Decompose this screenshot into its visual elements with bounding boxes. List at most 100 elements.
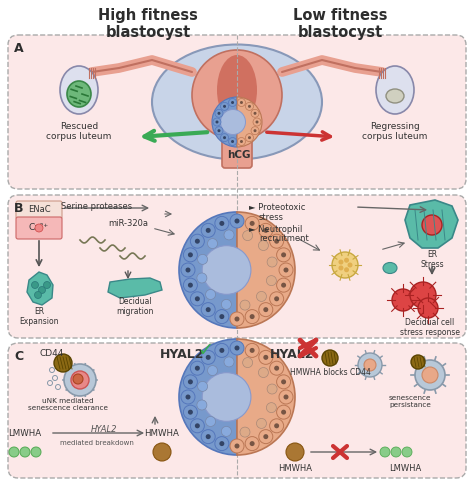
Circle shape	[270, 234, 283, 248]
Text: mediated breakdown: mediated breakdown	[60, 440, 134, 446]
Text: uNK mediated
senescence clearance: uNK mediated senescence clearance	[28, 398, 108, 411]
Text: High fitness
blastocyst: High fitness blastocyst	[98, 8, 198, 40]
Circle shape	[215, 216, 229, 230]
Circle shape	[221, 427, 231, 436]
Circle shape	[71, 371, 89, 389]
Circle shape	[235, 317, 239, 321]
Circle shape	[281, 282, 286, 288]
Wedge shape	[237, 212, 295, 328]
Circle shape	[188, 410, 193, 415]
Circle shape	[215, 109, 223, 117]
Circle shape	[266, 276, 276, 286]
Circle shape	[338, 266, 344, 270]
Text: HMWHA blocks CD44: HMWHA blocks CD44	[290, 368, 371, 377]
Circle shape	[183, 278, 197, 292]
Circle shape	[35, 224, 43, 232]
Circle shape	[250, 441, 255, 446]
Text: ► Neutrophil: ► Neutrophil	[249, 225, 302, 234]
Circle shape	[191, 292, 204, 306]
Circle shape	[281, 379, 286, 384]
FancyBboxPatch shape	[8, 195, 466, 338]
Circle shape	[216, 120, 219, 123]
Circle shape	[380, 447, 390, 457]
Circle shape	[281, 253, 286, 257]
Circle shape	[228, 137, 237, 146]
Circle shape	[235, 443, 239, 448]
Circle shape	[215, 127, 223, 134]
Circle shape	[220, 109, 246, 134]
Wedge shape	[237, 339, 295, 455]
Circle shape	[263, 355, 268, 360]
Circle shape	[267, 384, 277, 394]
Circle shape	[202, 246, 251, 295]
Circle shape	[263, 434, 268, 439]
Circle shape	[250, 348, 255, 353]
Circle shape	[251, 127, 259, 134]
Ellipse shape	[386, 89, 404, 103]
Circle shape	[185, 268, 191, 272]
Circle shape	[215, 309, 229, 323]
Text: hCG: hCG	[227, 150, 251, 160]
Text: HYAL2: HYAL2	[91, 426, 117, 434]
Circle shape	[231, 101, 234, 104]
Polygon shape	[27, 272, 53, 305]
Circle shape	[402, 447, 412, 457]
Circle shape	[221, 299, 231, 309]
Circle shape	[259, 223, 273, 237]
Text: ✓: ✓	[197, 340, 213, 360]
Circle shape	[215, 437, 229, 451]
Circle shape	[243, 358, 253, 368]
Text: HMWHA: HMWHA	[278, 464, 312, 473]
Circle shape	[195, 296, 200, 301]
Circle shape	[206, 228, 211, 233]
Circle shape	[188, 253, 193, 257]
Circle shape	[188, 379, 193, 384]
Circle shape	[201, 303, 215, 317]
Ellipse shape	[383, 263, 397, 273]
Circle shape	[411, 355, 425, 369]
Text: recruitment: recruitment	[259, 234, 309, 243]
Text: Low fitness
blastocyst: Low fitness blastocyst	[293, 8, 387, 40]
Circle shape	[206, 307, 211, 312]
Text: Decidual cell
stress response: Decidual cell stress response	[400, 318, 460, 337]
Circle shape	[213, 118, 221, 126]
Circle shape	[248, 105, 251, 108]
Circle shape	[219, 221, 224, 226]
Circle shape	[191, 419, 204, 433]
Circle shape	[224, 357, 234, 367]
Circle shape	[364, 359, 376, 371]
Text: Serine proteases: Serine proteases	[62, 202, 133, 211]
Circle shape	[283, 268, 289, 272]
Circle shape	[422, 215, 442, 235]
Circle shape	[281, 410, 286, 415]
Polygon shape	[108, 278, 162, 298]
Circle shape	[195, 366, 200, 371]
Ellipse shape	[192, 50, 282, 140]
Text: senescence
persistance: senescence persistance	[389, 395, 431, 408]
Circle shape	[344, 258, 349, 263]
Circle shape	[9, 447, 19, 457]
Wedge shape	[212, 97, 237, 147]
Circle shape	[358, 353, 382, 377]
Circle shape	[73, 374, 83, 384]
Circle shape	[256, 292, 266, 301]
Circle shape	[277, 375, 291, 389]
Circle shape	[197, 400, 207, 410]
Text: Rescued
corpus luteum: Rescued corpus luteum	[46, 122, 112, 141]
Polygon shape	[405, 200, 458, 248]
Circle shape	[208, 239, 218, 249]
Text: LMWHA: LMWHA	[389, 464, 421, 473]
Circle shape	[195, 423, 200, 428]
Text: ER
Expansion: ER Expansion	[19, 307, 59, 326]
Text: Regressing
corpus luteum: Regressing corpus luteum	[362, 122, 428, 141]
Circle shape	[208, 365, 218, 375]
Circle shape	[410, 282, 436, 308]
Circle shape	[270, 419, 283, 433]
Circle shape	[256, 418, 266, 428]
Circle shape	[415, 360, 445, 390]
FancyBboxPatch shape	[222, 132, 252, 168]
Circle shape	[201, 350, 215, 364]
Circle shape	[219, 348, 224, 353]
Circle shape	[248, 136, 251, 139]
Circle shape	[254, 129, 256, 132]
